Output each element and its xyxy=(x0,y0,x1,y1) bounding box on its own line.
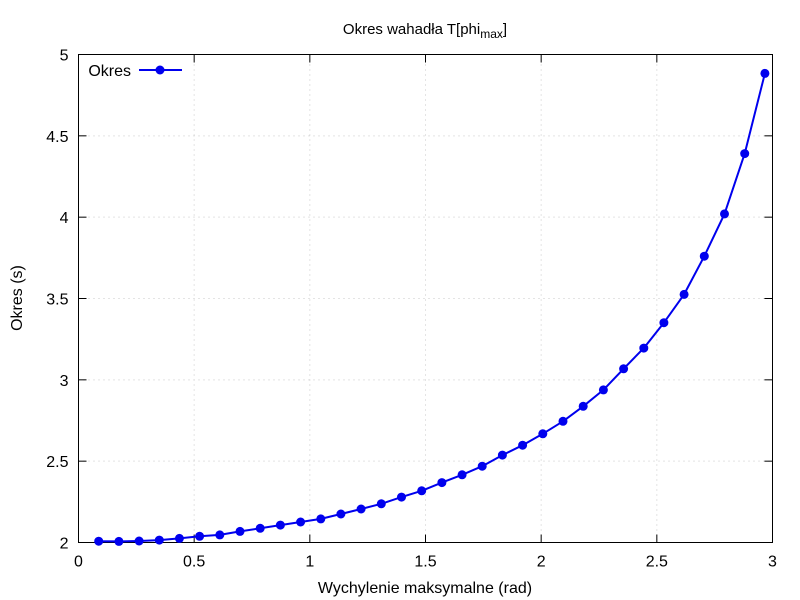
data-point xyxy=(376,499,386,509)
data-point xyxy=(457,470,467,480)
chart-title-suffix: ] xyxy=(503,21,507,38)
chart-title-subscript: max xyxy=(480,27,503,41)
data-point xyxy=(699,251,709,261)
x-axis-title: Wychylenie maksymalne (rad) xyxy=(318,580,532,597)
x-tick-label: 1 xyxy=(305,554,314,571)
y-tick-label: 5 xyxy=(60,48,69,65)
data-point xyxy=(437,478,447,488)
data-point xyxy=(316,514,326,524)
legend: Okres xyxy=(88,63,182,80)
legend-label: Okres xyxy=(88,63,131,80)
chart-title-main: Okres wahadła T[phi xyxy=(343,21,480,38)
data-point xyxy=(336,509,346,519)
x-tick-label: 1.5 xyxy=(414,554,436,571)
y-tick-label: 2.5 xyxy=(46,454,68,471)
y-tick-label: 2 xyxy=(60,536,69,553)
y-tick-label: 3 xyxy=(60,373,69,390)
y-tick-label: 4.5 xyxy=(46,129,68,146)
data-point xyxy=(720,209,729,219)
data-point xyxy=(275,520,285,530)
data-point xyxy=(578,401,588,411)
x-tick-label: 2 xyxy=(537,554,546,571)
data-point xyxy=(397,492,406,502)
data-point xyxy=(760,68,770,78)
data-point xyxy=(679,289,689,299)
y-axis-title: Okres (s) xyxy=(9,265,26,331)
y-tick-label: 3.5 xyxy=(46,292,68,309)
data-point xyxy=(94,536,104,546)
data-point xyxy=(659,318,669,328)
grid xyxy=(78,54,773,543)
series-line xyxy=(98,73,766,543)
x-tick-label: 0 xyxy=(74,554,83,571)
data-point xyxy=(215,530,225,540)
axis-ticks xyxy=(78,54,773,543)
data-point xyxy=(558,416,568,426)
data-point xyxy=(417,486,427,496)
data-point xyxy=(255,523,265,533)
data-point xyxy=(154,535,164,545)
data-point xyxy=(639,343,649,353)
plot-area-frame xyxy=(78,54,773,543)
data-point xyxy=(619,364,629,374)
x-tick-label: 3 xyxy=(768,554,777,571)
data-point xyxy=(235,526,245,536)
legend-marker xyxy=(155,65,165,75)
data-point xyxy=(174,533,184,543)
data-point xyxy=(356,504,366,514)
data-point xyxy=(538,429,548,439)
data-point xyxy=(195,531,205,541)
y-tick-label: 4 xyxy=(60,210,69,227)
data-point xyxy=(134,536,144,546)
tick-labels: 0 0.5 1 1.5 2 2.5 3 2 2.5 3 3.5 4 4.5 5 xyxy=(46,48,777,571)
x-tick-label: 0.5 xyxy=(183,554,205,571)
chart-title: Okres wahadła T[phimax] xyxy=(343,21,507,41)
data-point xyxy=(296,517,306,527)
data-point xyxy=(598,385,608,395)
data-point xyxy=(740,149,750,159)
data-point xyxy=(497,450,507,460)
data-point xyxy=(518,440,528,450)
data-point xyxy=(477,461,487,471)
series-layer xyxy=(94,68,770,546)
x-tick-label: 2.5 xyxy=(646,554,668,571)
data-point xyxy=(114,536,124,546)
